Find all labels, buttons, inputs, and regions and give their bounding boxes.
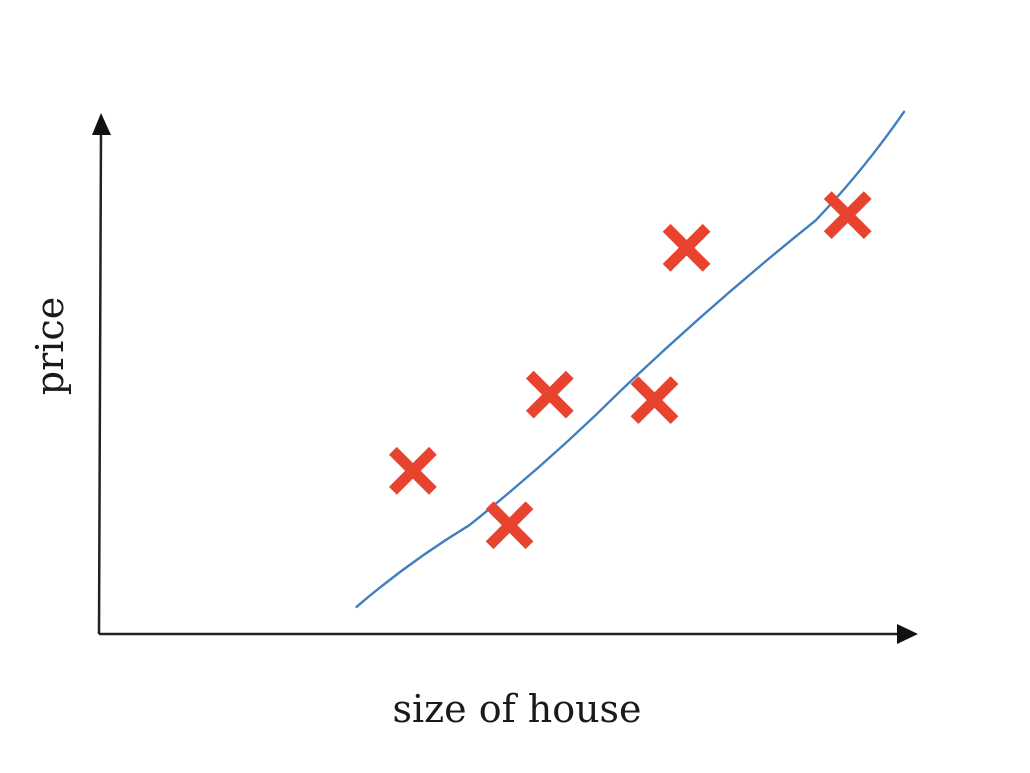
- x-mark-stroke-2: [823, 191, 872, 239]
- fit-line: [355, 110, 906, 608]
- data-point-3: [525, 370, 574, 419]
- x-mark-stroke-2: [389, 446, 437, 495]
- data-point-4: [630, 376, 679, 424]
- data-point-1: [389, 446, 437, 495]
- data-points-layer: [389, 191, 872, 550]
- data-point-6: [823, 191, 872, 239]
- y-axis-arrow: [92, 113, 111, 135]
- y-axis-label: price: [28, 297, 72, 395]
- x-axis-arrow: [897, 624, 918, 644]
- x-mark-stroke-2: [485, 501, 534, 550]
- y-axis-line: [97, 129, 103, 635]
- x-mark-stroke-2: [525, 370, 574, 419]
- data-point-2: [485, 501, 534, 550]
- x-axis-label: size of house: [392, 687, 641, 731]
- data-point-5: [662, 223, 711, 272]
- x-mark-stroke-2: [630, 376, 679, 424]
- x-mark-stroke-2: [662, 223, 711, 272]
- axes: [92, 113, 918, 644]
- fit-line-layer: [355, 110, 906, 608]
